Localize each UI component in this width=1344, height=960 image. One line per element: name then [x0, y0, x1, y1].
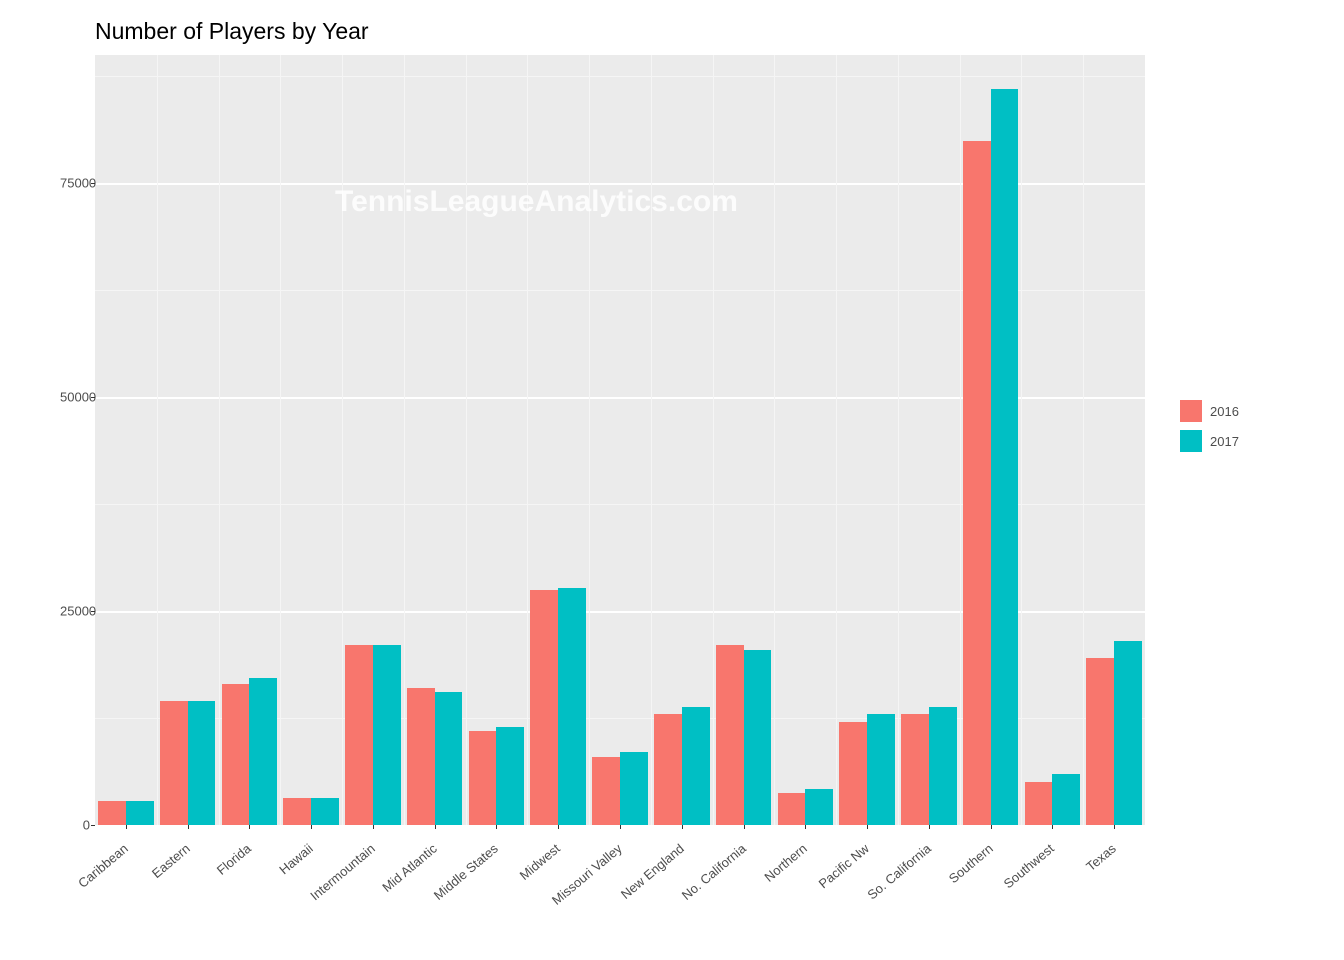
bar: [311, 798, 339, 825]
legend-label: 2016: [1210, 404, 1239, 419]
bar: [1114, 641, 1142, 825]
bar: [805, 789, 833, 825]
x-tick-mark: [373, 825, 374, 829]
bar: [345, 645, 373, 825]
bar: [991, 89, 1019, 825]
bar: [867, 714, 895, 825]
bar: [530, 590, 558, 825]
bar: [682, 707, 710, 825]
y-tick-label: 0: [60, 818, 90, 833]
bar: [249, 678, 277, 825]
x-tick-mark: [1114, 825, 1115, 829]
bar: [558, 588, 586, 825]
y-tick-label: 50000: [60, 390, 90, 405]
bar: [126, 801, 154, 825]
bar: [654, 714, 682, 825]
x-tick-mark: [249, 825, 250, 829]
x-tick-mark: [496, 825, 497, 829]
bar: [620, 752, 648, 825]
x-tick-mark: [1052, 825, 1053, 829]
bar: [1052, 774, 1080, 825]
legend: 2016 2017: [1180, 400, 1239, 460]
x-tick-mark: [435, 825, 436, 829]
x-tick-mark: [991, 825, 992, 829]
bar: [839, 722, 867, 825]
x-tick-mark: [558, 825, 559, 829]
legend-item: 2016: [1180, 400, 1239, 422]
chart-container: Number of Players by Year TennisLeagueAn…: [0, 0, 1344, 960]
y-tick-label: 75000: [60, 176, 90, 191]
legend-item: 2017: [1180, 430, 1239, 452]
bar: [1086, 658, 1114, 825]
bar: [778, 793, 806, 826]
legend-swatch: [1180, 430, 1202, 452]
x-tick-mark: [929, 825, 930, 829]
x-tick-mark: [682, 825, 683, 829]
x-tick-mark: [620, 825, 621, 829]
x-tick-mark: [805, 825, 806, 829]
legend-swatch: [1180, 400, 1202, 422]
bar: [283, 798, 311, 825]
bar: [222, 684, 250, 825]
bar: [407, 688, 435, 825]
bar: [592, 757, 620, 825]
bars-layer: [95, 55, 1145, 825]
legend-label: 2017: [1210, 434, 1239, 449]
x-tick-mark: [126, 825, 127, 829]
plot-area: TennisLeagueAnalytics.com: [95, 55, 1145, 825]
bar: [98, 801, 126, 825]
bar: [188, 701, 216, 825]
bar: [1025, 782, 1053, 825]
bar: [373, 645, 401, 825]
y-tick-mark: [91, 397, 95, 398]
y-tick-mark: [91, 183, 95, 184]
bar: [901, 714, 929, 825]
x-tick-mark: [744, 825, 745, 829]
bar: [744, 650, 772, 825]
bar: [160, 701, 188, 825]
y-tick-mark: [91, 611, 95, 612]
bar: [929, 707, 957, 825]
chart-title: Number of Players by Year: [95, 18, 369, 45]
y-tick-mark: [91, 825, 95, 826]
x-tick-mark: [311, 825, 312, 829]
x-tick-mark: [867, 825, 868, 829]
y-tick-label: 25000: [60, 604, 90, 619]
bar: [716, 645, 744, 825]
x-tick-mark: [188, 825, 189, 829]
bar: [435, 692, 463, 825]
bar: [963, 141, 991, 825]
bar: [469, 731, 497, 825]
bar: [496, 727, 524, 825]
